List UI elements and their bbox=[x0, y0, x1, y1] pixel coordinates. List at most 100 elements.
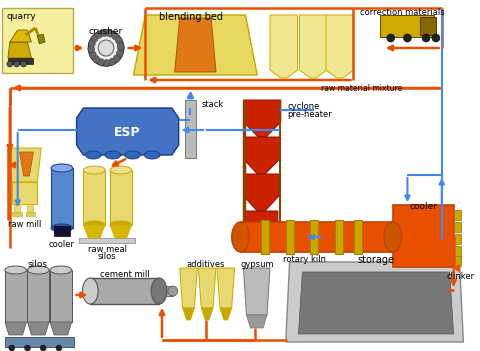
Text: pre-heater: pre-heater bbox=[288, 110, 333, 119]
Text: silos: silos bbox=[27, 260, 48, 269]
Circle shape bbox=[89, 40, 96, 47]
Ellipse shape bbox=[27, 266, 49, 274]
Bar bbox=[50, 270, 72, 322]
Ellipse shape bbox=[51, 164, 72, 172]
Ellipse shape bbox=[168, 286, 178, 296]
Text: crusher: crusher bbox=[89, 27, 123, 36]
Bar bbox=[454, 222, 461, 232]
Polygon shape bbox=[286, 262, 463, 342]
Polygon shape bbox=[243, 211, 278, 248]
Bar bbox=[5, 337, 73, 347]
Circle shape bbox=[93, 56, 100, 62]
Bar bbox=[51, 168, 72, 228]
Text: raw mill: raw mill bbox=[8, 220, 41, 229]
Polygon shape bbox=[27, 322, 49, 335]
Circle shape bbox=[56, 345, 62, 351]
Circle shape bbox=[101, 29, 108, 37]
Text: cyclone: cyclone bbox=[288, 102, 320, 111]
Polygon shape bbox=[182, 308, 194, 320]
Bar bbox=[310, 220, 318, 254]
Circle shape bbox=[89, 51, 96, 58]
Bar bbox=[110, 170, 132, 225]
Circle shape bbox=[40, 345, 46, 351]
Bar bbox=[5, 270, 26, 322]
Ellipse shape bbox=[51, 224, 72, 232]
Text: cooler: cooler bbox=[49, 240, 75, 249]
Text: correction materials: correction materials bbox=[360, 8, 445, 17]
Ellipse shape bbox=[110, 221, 132, 229]
Bar bbox=[8, 58, 34, 64]
Polygon shape bbox=[37, 34, 45, 44]
Polygon shape bbox=[246, 315, 267, 328]
Circle shape bbox=[24, 345, 30, 351]
Polygon shape bbox=[243, 174, 279, 211]
Bar bbox=[2, 8, 72, 73]
Polygon shape bbox=[220, 308, 232, 320]
Circle shape bbox=[103, 59, 110, 66]
Bar bbox=[79, 238, 135, 243]
Circle shape bbox=[88, 30, 124, 66]
Polygon shape bbox=[77, 108, 179, 155]
Bar bbox=[25, 212, 36, 216]
Polygon shape bbox=[270, 15, 298, 78]
Circle shape bbox=[108, 58, 116, 65]
Polygon shape bbox=[217, 268, 235, 308]
Bar bbox=[454, 246, 461, 256]
Text: ESP: ESP bbox=[114, 126, 141, 139]
Polygon shape bbox=[243, 268, 270, 315]
Bar bbox=[12, 182, 37, 204]
Ellipse shape bbox=[144, 151, 160, 159]
Circle shape bbox=[112, 33, 119, 40]
Circle shape bbox=[117, 45, 124, 52]
Circle shape bbox=[432, 34, 440, 42]
Bar bbox=[159, 286, 173, 296]
Circle shape bbox=[387, 34, 395, 42]
Polygon shape bbox=[201, 308, 213, 320]
Text: raw meal: raw meal bbox=[87, 245, 127, 254]
Circle shape bbox=[404, 34, 411, 42]
Ellipse shape bbox=[151, 278, 167, 304]
Circle shape bbox=[117, 42, 124, 49]
Polygon shape bbox=[198, 268, 216, 308]
Bar bbox=[393, 205, 454, 267]
Circle shape bbox=[422, 34, 430, 42]
Bar bbox=[335, 220, 343, 254]
Circle shape bbox=[88, 46, 95, 53]
Polygon shape bbox=[243, 137, 280, 174]
Text: storage: storage bbox=[358, 255, 395, 265]
Bar bbox=[261, 220, 269, 254]
Bar bbox=[420, 17, 436, 35]
Polygon shape bbox=[110, 225, 132, 238]
Bar bbox=[12, 212, 22, 216]
Text: cement mill: cement mill bbox=[100, 270, 150, 279]
Ellipse shape bbox=[84, 166, 105, 174]
Polygon shape bbox=[300, 15, 327, 78]
Ellipse shape bbox=[84, 221, 105, 229]
Circle shape bbox=[96, 31, 103, 38]
Bar bbox=[185, 100, 196, 158]
Polygon shape bbox=[10, 30, 31, 42]
Text: stack: stack bbox=[201, 100, 224, 109]
Circle shape bbox=[98, 40, 114, 56]
Bar bbox=[14, 204, 20, 212]
Polygon shape bbox=[20, 152, 34, 176]
Ellipse shape bbox=[384, 222, 402, 252]
Bar bbox=[54, 226, 70, 236]
Ellipse shape bbox=[110, 166, 132, 174]
Ellipse shape bbox=[5, 266, 26, 274]
Polygon shape bbox=[180, 268, 197, 308]
Bar bbox=[240, 222, 393, 252]
Circle shape bbox=[7, 61, 13, 67]
Circle shape bbox=[91, 35, 98, 42]
Bar bbox=[27, 204, 34, 212]
Bar bbox=[286, 220, 294, 254]
Polygon shape bbox=[8, 148, 41, 182]
Bar bbox=[90, 278, 159, 304]
Polygon shape bbox=[84, 225, 105, 238]
Text: cooler: cooler bbox=[409, 202, 437, 211]
Ellipse shape bbox=[83, 278, 98, 304]
Ellipse shape bbox=[85, 151, 101, 159]
Polygon shape bbox=[133, 15, 257, 75]
Polygon shape bbox=[243, 100, 281, 137]
Bar bbox=[354, 220, 362, 254]
